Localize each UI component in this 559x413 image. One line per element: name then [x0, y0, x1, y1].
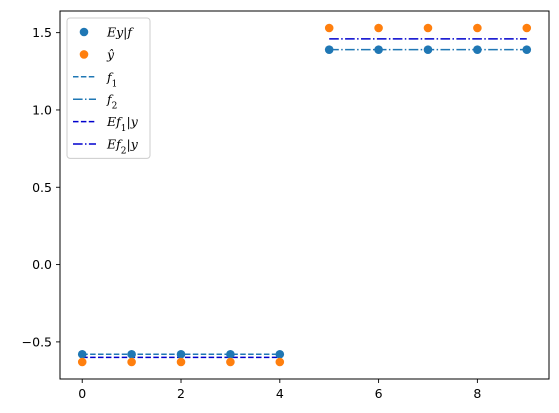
x-tick-label: 4	[276, 386, 284, 401]
point-ey_given_f	[127, 349, 136, 359]
data-marks	[77, 23, 532, 367]
legend-item-ef1_given_y: Ef1|y	[73, 114, 139, 134]
y-axis: −0.5 0.0 0.5 1.0 1.5	[22, 25, 60, 349]
legend-label: ŷ	[106, 47, 115, 62]
point-y_hat	[275, 357, 285, 367]
y-tick-label: 0.0	[32, 257, 52, 272]
x-tick-label: 2	[177, 386, 185, 401]
x-tick-label: 6	[375, 386, 383, 401]
legend-label: Ey|f	[106, 25, 134, 40]
plot-frame	[59, 10, 550, 380]
point-ey_given_f	[423, 45, 433, 54]
point-y_hat	[473, 23, 482, 33]
point-y_hat	[423, 23, 433, 33]
point-y_hat	[127, 357, 136, 367]
point-y_hat	[374, 23, 383, 33]
point-y_hat	[77, 357, 87, 367]
point-y_hat	[324, 23, 334, 33]
x-tick-label: 0	[78, 386, 86, 401]
point-ey_given_f	[275, 349, 285, 359]
point-ey_given_f	[77, 349, 87, 359]
point-ey_given_f	[473, 45, 482, 54]
legend-marker	[79, 50, 89, 59]
legend-item-ey_given_f: Ey|f	[79, 25, 134, 40]
point-ey_given_f	[522, 45, 532, 54]
point-ey_given_f	[374, 45, 383, 54]
point-ey_given_f	[226, 349, 235, 359]
legend-label: f2	[106, 92, 117, 112]
y-tick-label: 1.0	[32, 102, 52, 117]
legend-item-f2: f2	[73, 92, 117, 112]
point-ey_given_f	[324, 45, 334, 54]
y-tick-label: 1.5	[32, 25, 52, 40]
legend-marker	[79, 27, 89, 37]
x-axis: 0 2 4 6 8	[78, 379, 481, 401]
legend-label: f1	[106, 69, 117, 89]
legend-item-f1: f1	[73, 69, 117, 89]
point-y_hat	[226, 357, 235, 367]
point-y_hat	[176, 357, 186, 367]
y-tick-label: 0.5	[32, 180, 52, 195]
y-tick-label: −0.5	[22, 334, 52, 349]
x-tick-label: 8	[473, 386, 481, 401]
legend-item-y_hat: ŷ	[79, 47, 115, 62]
point-ey_given_f	[176, 349, 186, 359]
point-y_hat	[522, 23, 532, 33]
legend-label: Ef1|y	[106, 114, 139, 134]
